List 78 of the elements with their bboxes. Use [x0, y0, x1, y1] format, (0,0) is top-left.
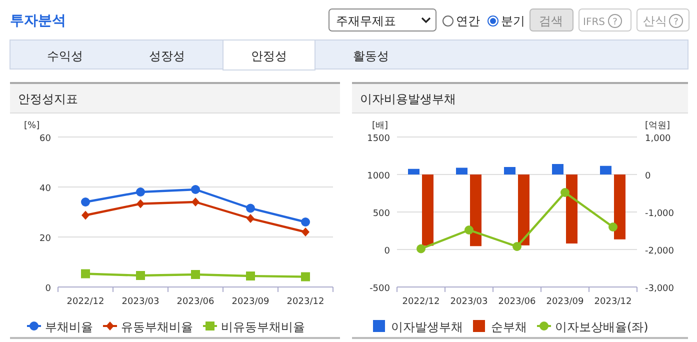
text: 성장성 — [149, 49, 185, 63]
point — [136, 271, 145, 280]
x-tick-label: 2023/09 — [232, 297, 270, 307]
point — [136, 188, 145, 196]
x-tick-label: 2022/12 — [402, 297, 440, 307]
y-tick-label: 1000 — [367, 172, 390, 182]
text: 주재무제표 — [336, 14, 396, 28]
bar — [470, 174, 482, 246]
chart-title: 안정성지표 — [18, 92, 78, 106]
x-tick-label: 2023/03 — [450, 297, 488, 307]
point — [82, 210, 90, 220]
y-tick-label: 0 — [45, 284, 52, 294]
text: 검색 — [539, 14, 563, 28]
point — [608, 222, 618, 232]
y-tick-label: 40 — [40, 184, 52, 194]
point — [301, 218, 310, 226]
point — [81, 198, 90, 206]
legend-label: 비유동부채비율 — [221, 320, 305, 334]
point — [464, 226, 474, 234]
point — [246, 272, 255, 280]
x-tick-label: 2023/12 — [594, 297, 632, 307]
x-tick-label: 2023/06 — [176, 297, 214, 307]
point — [246, 204, 255, 213]
point — [302, 228, 310, 236]
x-tick-label: 2023/09 — [546, 297, 584, 307]
y-axis-title: [%] — [24, 121, 40, 131]
text: IFRS — [583, 17, 605, 28]
point — [136, 199, 144, 208]
point — [560, 188, 570, 197]
y-tick-label: 0 — [384, 246, 390, 256]
point — [81, 269, 90, 278]
y2-tick-label: -1,000 — [645, 209, 674, 219]
y2-tick-label: -2,000 — [645, 246, 674, 256]
y2-axis-title: [억원] — [645, 121, 670, 131]
bar — [504, 167, 516, 174]
point — [416, 244, 426, 254]
x-tick-label: 2022/12 — [66, 297, 104, 307]
legend-label: 이자발생부채 — [391, 320, 463, 334]
bar — [566, 174, 578, 244]
text: 분기 — [501, 14, 525, 28]
y-tick-label: 60 — [40, 134, 52, 144]
x-tick-label: 2023/06 — [498, 297, 536, 307]
legend-label: 이자보상배율(좌) — [555, 320, 648, 334]
y2-tick-label: -3,000 — [645, 284, 674, 294]
bar — [600, 166, 612, 174]
legend-label: 부채비율 — [45, 320, 93, 334]
text: 수익성 — [47, 49, 83, 63]
text: 투자분석 — [10, 13, 66, 29]
point — [192, 198, 200, 206]
bar — [422, 174, 434, 246]
legend-label: 순부채 — [491, 320, 527, 334]
y2-tick-label: 0 — [645, 172, 651, 182]
text: ? — [612, 18, 618, 28]
text: 연간 — [456, 14, 480, 28]
y-tick-label: 500 — [372, 209, 390, 219]
bar — [408, 168, 420, 174]
point — [191, 270, 200, 279]
y-tick-label: -500 — [370, 284, 390, 294]
text: ? — [674, 18, 679, 28]
y-tick-label: 20 — [40, 234, 52, 244]
y-tick-label: 1500 — [367, 134, 390, 144]
x-tick-label: 2023/12 — [286, 297, 324, 307]
text: 산식 — [643, 14, 667, 28]
point — [512, 242, 522, 251]
bar — [456, 168, 468, 174]
legend-label: 유동부채비율 — [121, 320, 193, 334]
point — [191, 185, 200, 194]
bar — [552, 164, 564, 174]
bar — [518, 174, 530, 246]
chart-title: 이자비용발생부채 — [360, 92, 456, 106]
y2-tick-label: 1,000 — [645, 134, 672, 144]
x-tick-label: 2023/03 — [122, 297, 160, 307]
point — [246, 214, 254, 223]
text: 안정성 — [251, 49, 287, 63]
text: 활동성 — [353, 49, 389, 63]
point — [301, 272, 310, 282]
bar — [614, 174, 626, 240]
y-axis-title: [배] — [372, 121, 388, 131]
